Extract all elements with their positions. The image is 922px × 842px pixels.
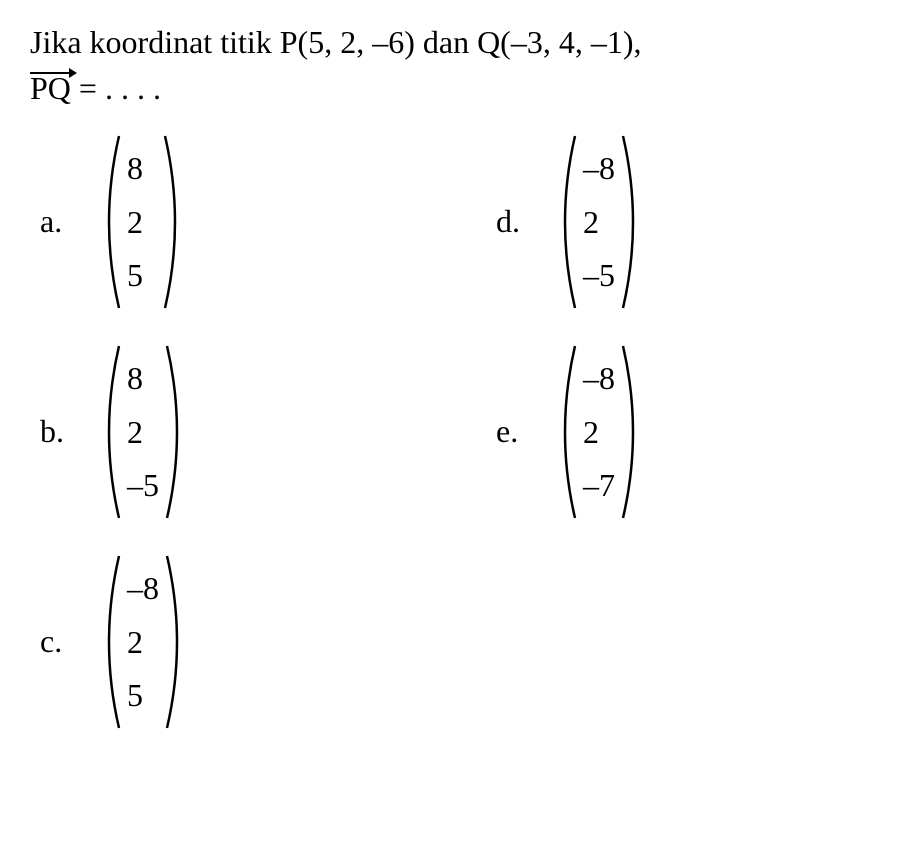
- left-paren-icon: [551, 342, 579, 522]
- vector-c: –8 2 5: [95, 552, 191, 732]
- right-paren-icon: [163, 552, 191, 732]
- option-a: a. 8 2 5: [40, 132, 436, 312]
- vec-val: 8: [127, 362, 159, 394]
- left-paren-icon: [551, 132, 579, 312]
- vec-val: –8: [583, 152, 615, 184]
- vector-e: –8 2 –7: [551, 342, 647, 522]
- right-paren-icon: [163, 342, 191, 522]
- vector-values: –8 2 5: [123, 552, 163, 732]
- option-label-b: b.: [40, 413, 70, 450]
- vec-val: 2: [127, 206, 157, 238]
- option-c: c. –8 2 5: [40, 552, 436, 732]
- option-e: e. –8 2 –7: [496, 342, 892, 522]
- left-paren-icon: [95, 342, 123, 522]
- vector-values: 8 2 5: [123, 132, 161, 312]
- vec-val: 8: [127, 152, 157, 184]
- vec-val: –5: [127, 469, 159, 501]
- right-paren-icon: [161, 132, 189, 312]
- option-b: b. 8 2 –5: [40, 342, 436, 522]
- option-label-d: d.: [496, 203, 526, 240]
- right-paren-icon: [619, 132, 647, 312]
- vec-val: 5: [127, 259, 157, 291]
- left-paren-icon: [95, 132, 123, 312]
- vector-d: –8 2 –5: [551, 132, 647, 312]
- vector-b: 8 2 –5: [95, 342, 191, 522]
- vec-val: 2: [127, 416, 159, 448]
- vec-val: 2: [583, 206, 615, 238]
- vector-symbol: PQ: [30, 70, 71, 107]
- vector-a: 8 2 5: [95, 132, 189, 312]
- right-paren-icon: [619, 342, 647, 522]
- vector-values: –8 2 –5: [579, 132, 619, 312]
- vec-val: –8: [127, 572, 159, 604]
- vector-values: –8 2 –7: [579, 342, 619, 522]
- vec-val: 5: [127, 679, 159, 711]
- option-label-a: a.: [40, 203, 70, 240]
- question-line1: Jika koordinat titik P(5, 2, –6) dan Q(–…: [30, 20, 892, 65]
- vec-val: 2: [127, 626, 159, 658]
- equals-dots: = . . . .: [71, 70, 161, 106]
- vec-val: –5: [583, 259, 615, 291]
- vector-values: 8 2 –5: [123, 342, 163, 522]
- left-paren-icon: [95, 552, 123, 732]
- option-label-c: c.: [40, 623, 70, 660]
- vector-expression: PQ = . . . .: [30, 70, 161, 107]
- option-label-e: e.: [496, 413, 526, 450]
- vec-val: 2: [583, 416, 615, 448]
- option-d: d. –8 2 –5: [496, 132, 892, 312]
- options-container: a. 8 2 5 d. –8 2 –5: [30, 132, 892, 732]
- vec-val: –8: [583, 362, 615, 394]
- vec-val: –7: [583, 469, 615, 501]
